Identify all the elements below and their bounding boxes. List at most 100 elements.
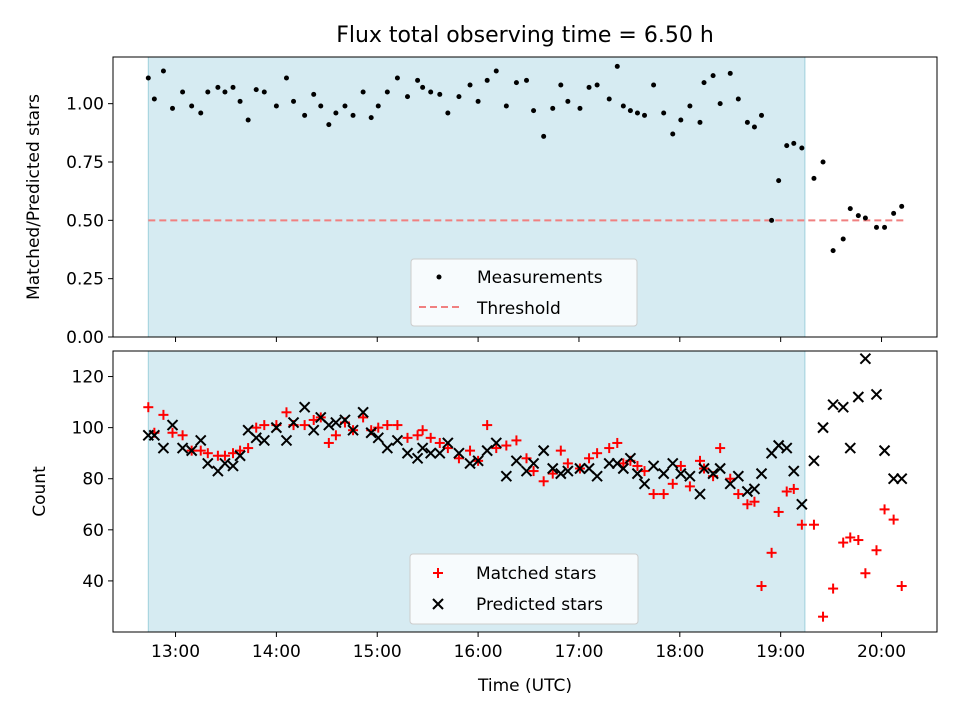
predicted-star-point [859, 352, 872, 365]
predicted-star-point [250, 432, 262, 444]
measurement-point [360, 89, 366, 95]
predicted-star-point [647, 460, 660, 472]
x-tick-label: 19:00 [756, 642, 805, 662]
legend-matched-marker [433, 568, 443, 578]
predicted-star-point [234, 450, 246, 462]
predicted-star-point [631, 467, 644, 480]
measurement-point [245, 117, 251, 123]
measurement-point [899, 203, 905, 209]
predicted-star-point [547, 462, 559, 475]
predicted-star-point [827, 398, 839, 411]
count-panel-frame [112, 350, 938, 633]
measurement-point [415, 77, 421, 83]
measurement-point [642, 112, 648, 118]
measurement-point [799, 145, 805, 151]
count-legend: Matched stars Predicted stars [409, 553, 639, 625]
measurement-point [550, 105, 556, 111]
measurement-point [541, 133, 547, 139]
predicted-star-point [870, 388, 883, 401]
measurement-point [784, 143, 790, 149]
matched-star-point [358, 412, 369, 423]
measurement-point [687, 103, 693, 109]
matched-star-point [235, 445, 246, 456]
measurement-point [769, 217, 775, 223]
predicted-star-point [714, 462, 726, 475]
measurement-point [342, 103, 348, 109]
measurement-point [513, 80, 519, 86]
matched-star-point [412, 430, 423, 441]
measurement-point [661, 110, 667, 116]
matched-star-point [538, 476, 549, 487]
predicted-star-point [280, 434, 293, 447]
matched-star-point [733, 489, 744, 500]
predicted-star-point [574, 462, 586, 475]
matched-star-point [491, 443, 502, 454]
count-y-axis-label: Count [30, 466, 50, 517]
count-legend-box [409, 553, 639, 625]
measurement-point [420, 84, 426, 90]
measurement-point [215, 84, 221, 90]
predicted-star-point [878, 444, 891, 457]
matched-star-point [243, 443, 254, 454]
measurement-point [891, 210, 897, 216]
predicted-star-point [490, 437, 502, 449]
legend-measurements-label: Measurements [477, 268, 603, 288]
measurement-point [283, 75, 289, 81]
predicted-star-point [411, 452, 424, 464]
ratio-legend-box [410, 258, 638, 327]
matched-star-point [612, 437, 623, 448]
matched-star-point [796, 519, 807, 530]
matched-star-point [281, 407, 292, 418]
legend-predicted-marker [432, 598, 444, 610]
measurement-point [475, 98, 481, 104]
measurement-point [558, 82, 564, 88]
measurement-point [873, 224, 879, 230]
x-axis-label: Time (UTC) [477, 676, 572, 696]
measurement-point [524, 77, 530, 83]
matched-star-point [259, 420, 270, 431]
matched-star-point [453, 453, 464, 464]
matched-star-point [828, 583, 839, 594]
predicted-star-point [472, 455, 484, 467]
measurement-point [882, 224, 888, 230]
x-tick-label: 17:00 [554, 642, 603, 662]
count-x-ticks: 13:00 14:00 15:00 16:00 17:00 18:00 19:00 20:00 [151, 632, 906, 662]
x-tick-label: 14:00 [252, 642, 301, 662]
measurement-point [273, 103, 279, 109]
predicted-star-point [591, 470, 603, 482]
predicted-star-point [796, 498, 808, 510]
predicted-star-point [357, 406, 369, 419]
predicted-star-point [817, 421, 829, 434]
matched-star-point [860, 568, 871, 579]
predicted-star-point [555, 467, 567, 480]
predicted-star-point [808, 455, 820, 467]
matched-star-point [219, 450, 230, 461]
measurement-point [820, 159, 826, 165]
predicted-star-point [698, 462, 710, 475]
matched-star-point [781, 486, 792, 497]
measurement-point [710, 73, 716, 79]
matched-star-point [528, 466, 539, 477]
measurement-point [145, 75, 151, 81]
matched-star-point [482, 420, 493, 431]
predicted-star-point [748, 483, 761, 495]
measurement-point [614, 63, 620, 69]
matched-star-point [749, 496, 760, 507]
predicted-star-point [323, 419, 335, 431]
matched-star-point [896, 581, 907, 592]
predicted-star-point [527, 457, 540, 470]
measurement-point [160, 68, 166, 74]
measurement-point [230, 84, 236, 90]
matched-star-point [323, 437, 334, 448]
ratio-x-ticks [175, 337, 883, 342]
predicted-star-point [298, 401, 311, 413]
predicted-star-point [202, 457, 214, 470]
matched-star-point [382, 420, 393, 431]
predicted-star-point [741, 485, 754, 498]
ratio-y-axis-label: Matched/Predicted stars [24, 94, 44, 300]
measurement-point [291, 98, 297, 104]
matched-star-point [167, 427, 178, 438]
chart-title: Flux total observing time = 6.50 h [336, 23, 714, 48]
x-tick-label: 20:00 [857, 642, 906, 662]
measurement-point [651, 82, 657, 88]
